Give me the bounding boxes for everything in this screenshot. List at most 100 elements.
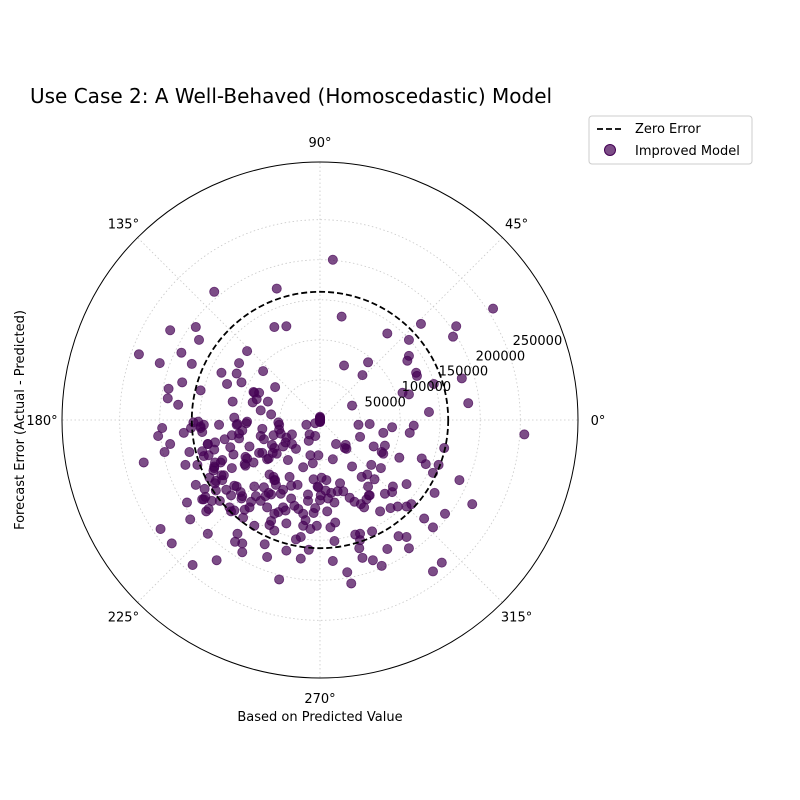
scatter-point-253 (378, 427, 389, 438)
scatter-point-62 (165, 325, 176, 336)
scatter-point-225 (308, 474, 319, 485)
scatter-point-295 (210, 457, 221, 468)
scatter-point-91 (209, 286, 220, 297)
scatter-point-164 (187, 560, 198, 571)
scatter-point-211 (353, 419, 364, 430)
scatter-point-24 (166, 538, 177, 549)
scatter-point-18 (154, 358, 165, 369)
theta-tick-labels: 0° 45° 90° 135° 180° 225° 270° 315° (26, 136, 605, 707)
r-tick-label-4: 250000 (513, 334, 563, 349)
scatter-point-312 (263, 487, 274, 498)
scatter-point-156 (368, 441, 379, 452)
scatter-point-214 (259, 539, 270, 550)
scatter-point-205 (270, 382, 281, 393)
legend-improved-model-swatch (604, 144, 616, 156)
scatter-point-124 (427, 522, 438, 533)
scatter-point-222 (344, 492, 355, 503)
scatter-point-180 (180, 459, 191, 470)
scatter-point-282 (240, 451, 251, 462)
scatter-point-182 (216, 367, 227, 378)
r-tick-label-2: 150000 (439, 365, 489, 380)
scatter-point-196 (195, 385, 206, 396)
legend-zero-error-label: Zero Error (635, 122, 701, 137)
scatter-point-281 (264, 519, 275, 530)
scatter-point-276 (188, 417, 199, 428)
scatter-point-12 (519, 429, 530, 440)
legend: Zero Error Improved Model (588, 115, 753, 165)
scatter-point-87 (336, 311, 347, 322)
scatter-point-33 (153, 431, 164, 442)
scatter-point-299 (284, 471, 295, 482)
scatter-point-229 (177, 377, 188, 388)
scatter-point-30 (367, 555, 378, 566)
scatter-point-129 (249, 481, 260, 492)
scatter-point-108 (439, 508, 450, 519)
scatter-point-78 (363, 357, 374, 368)
scatter-point-322 (247, 397, 258, 408)
scatter-point-321 (228, 449, 239, 460)
scatter-point-308 (278, 484, 289, 495)
scatter-point-264 (234, 433, 245, 444)
scatter-point-270 (222, 378, 233, 389)
scatter-point-36 (367, 526, 378, 537)
polar-frame (61, 161, 579, 679)
scatter-point-318 (263, 453, 274, 464)
scatter-point-71 (274, 574, 285, 585)
scatter-point-38 (269, 322, 280, 333)
scatter-point-37 (436, 557, 447, 568)
scatter-point-155 (376, 447, 387, 458)
scatter-point-29 (456, 373, 467, 384)
scatter-point-49 (202, 528, 213, 539)
scatter-point-21 (467, 499, 478, 510)
chart-title: Use Case 2: A Well-Behaved (Homoscedasti… (30, 84, 552, 108)
scatter-point-307 (198, 451, 209, 462)
scatter-point-255 (303, 544, 314, 555)
scatter-point-310 (266, 439, 277, 450)
scatter-point-176 (229, 480, 240, 491)
scatter-point-256 (369, 474, 380, 485)
scatter-point-114 (190, 322, 201, 333)
scatter-point-274 (165, 439, 176, 450)
scatter-point-147 (241, 418, 252, 429)
scatter-point-113 (258, 366, 269, 377)
scatter-point-288 (258, 434, 269, 445)
scatter-point-14 (329, 535, 340, 546)
scatter-point-262 (305, 523, 316, 534)
scatter-point-286 (278, 502, 289, 513)
scatter-point-218 (298, 462, 309, 473)
scatter-point-300 (314, 495, 325, 506)
scatter-point-285 (408, 420, 419, 431)
scatter-point-245 (385, 503, 396, 514)
scatter-point-199 (231, 368, 242, 379)
scatter-point-141 (379, 488, 390, 499)
scatter-point-111 (382, 328, 393, 339)
scatter-point-47 (211, 555, 222, 566)
theta-tick-label-2: 90° (308, 136, 331, 151)
polar-axes: 0° 45° 90° 135° 180° 225° 270° 315° 50000100000… (26, 136, 605, 707)
scatter-point-219 (236, 377, 247, 388)
scatter-point-130 (416, 453, 427, 464)
scatter-point-128 (231, 419, 242, 430)
scatter-point-250 (269, 508, 280, 519)
scatter-point-185 (262, 552, 273, 563)
scatter-point-268 (347, 461, 358, 472)
scatter-point-272 (240, 460, 251, 471)
scatter-point-177 (355, 431, 366, 442)
scatter-point-266 (327, 454, 338, 465)
scatter-point-319 (338, 486, 349, 497)
scatter-point-72 (314, 411, 325, 422)
scatter-point-320 (239, 504, 250, 515)
scatter-point-93 (403, 334, 414, 345)
scatter-point-96 (157, 423, 168, 434)
scatter-point-103 (448, 331, 459, 342)
scatter-point-271 (190, 479, 201, 490)
r-tick-label-3: 200000 (476, 349, 526, 364)
scatter-point-67 (186, 358, 197, 369)
scatter-point-46 (133, 349, 144, 360)
scatter-point-267 (254, 447, 265, 458)
scatter-point-80 (427, 566, 438, 577)
scatter-point-204 (214, 419, 225, 430)
scatter-point-277 (282, 455, 293, 466)
scatter-point-197 (419, 513, 430, 524)
